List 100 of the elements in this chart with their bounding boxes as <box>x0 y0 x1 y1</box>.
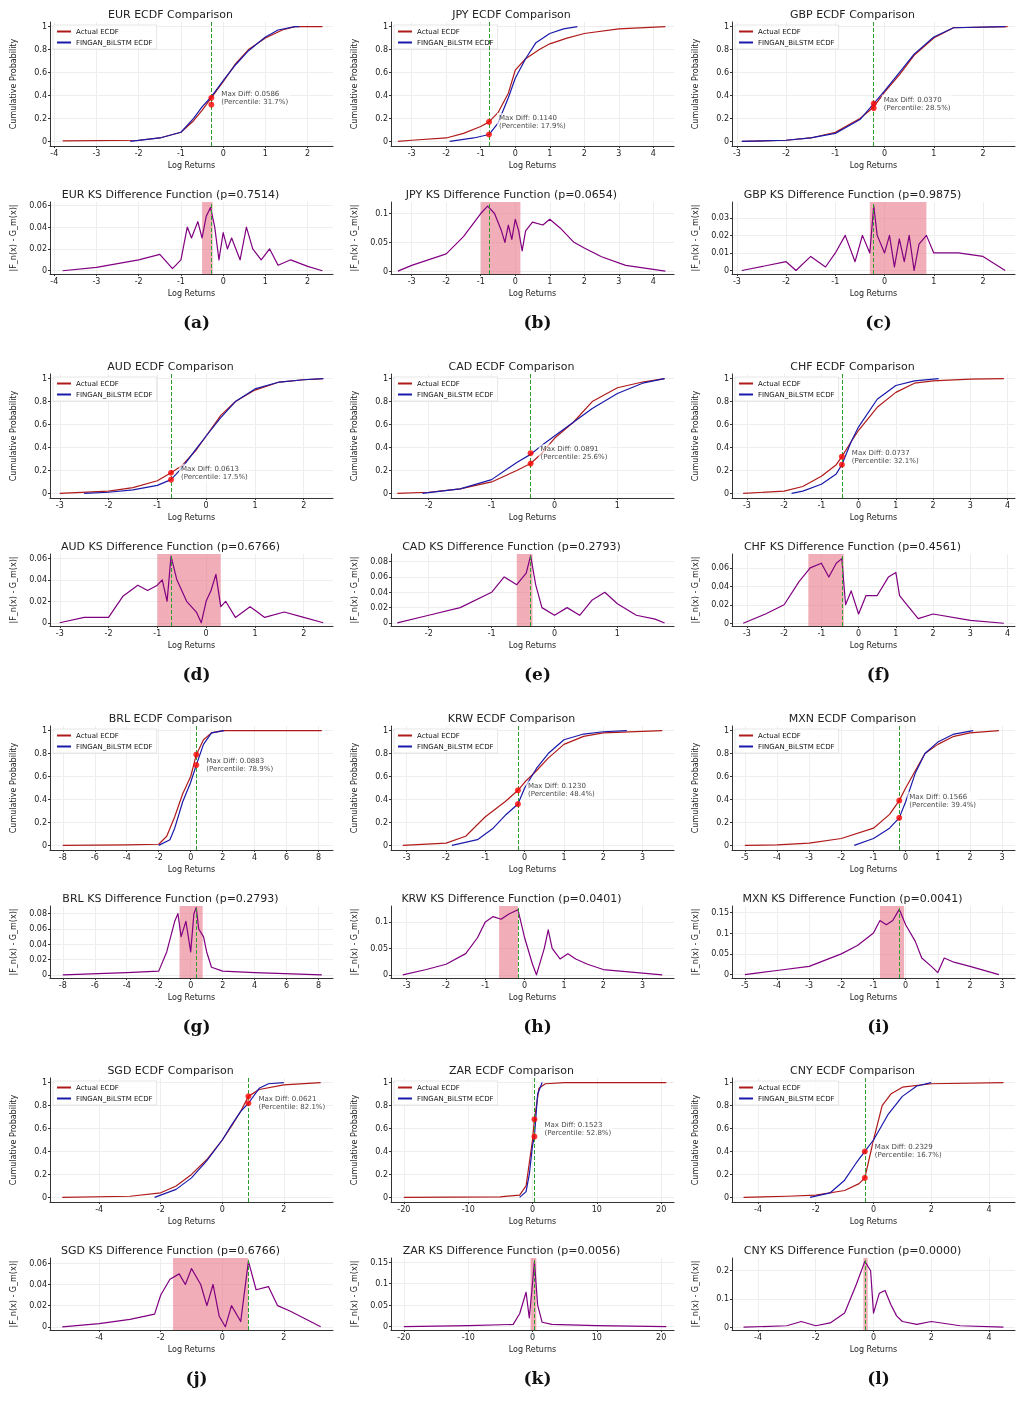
x-tick-label: -2 <box>156 1204 165 1214</box>
x-tick-label: -3 <box>407 148 416 158</box>
y-tick-label: 0 <box>723 840 729 850</box>
x-tick-label: 0 <box>522 980 528 990</box>
y-tick-label: 0.8 <box>34 397 47 407</box>
x-tick-label: -2 <box>837 980 846 990</box>
x-tick-label: 0 <box>220 276 226 286</box>
y-tick-label: 0.2 <box>34 113 47 123</box>
y-tick-label: 0 <box>723 970 729 980</box>
y-tick-label: 0.06 <box>370 572 388 582</box>
text: (d) <box>182 663 211 684</box>
x-tick-label: 2 <box>281 1204 287 1214</box>
x-tick-label: 2 <box>581 276 587 286</box>
x-tick-label: -3 <box>55 628 64 638</box>
x-axis-title: Log Returns <box>508 640 557 650</box>
x-tick-label: -10 <box>461 1332 475 1342</box>
y-axis-title: Cumulative Probability <box>690 742 700 834</box>
y-tick-label: 1 <box>723 726 729 736</box>
y-axis-title: |F_n(x) - G_m(x)| <box>8 908 18 976</box>
x-tick-label: -2 <box>442 148 451 158</box>
y-tick-label: 0.8 <box>716 749 729 759</box>
y-tick-label: 0 <box>41 1192 47 1202</box>
x-tick-label: 2 <box>930 628 936 638</box>
y-tick-label: 1 <box>382 726 388 736</box>
x-tick-label: -5 <box>740 980 749 990</box>
y-tick-label: 0.8 <box>375 397 388 407</box>
x-tick-label: 1 <box>931 148 937 158</box>
x-tick-label: -6 <box>90 852 99 862</box>
y-tick-label: 0.6 <box>34 420 47 430</box>
y-tick-label: 0.05 <box>370 1300 388 1310</box>
x-tick-label: -2 <box>104 500 113 510</box>
y-tick-label: 1 <box>723 22 729 32</box>
x-tick-label: -1 <box>487 500 496 510</box>
x-axis-title: Log Returns <box>849 288 898 298</box>
x-axis-title: Log Returns <box>849 1217 898 1227</box>
chart-title: CHF ECDF Comparison <box>790 360 915 373</box>
y-tick-label: 0.8 <box>375 1101 388 1111</box>
x-tick-label: -6 <box>90 980 99 990</box>
x-tick-label: 8 <box>316 980 322 990</box>
y-tick-label: 0 <box>723 265 729 275</box>
x-tick-label: 4 <box>986 1204 992 1214</box>
text: (b) <box>523 311 552 332</box>
x-tick-label: 4 <box>252 980 258 990</box>
x-tick-label: 2 <box>581 148 587 158</box>
x-tick-label: -1 <box>176 276 185 286</box>
x-axis-title: Log Returns <box>167 513 216 523</box>
x-tick-label: -2 <box>154 980 163 990</box>
y-tick-label: 1 <box>41 374 47 384</box>
y-tick-label: 0.6 <box>34 772 47 782</box>
y-tick-label: 0.6 <box>375 68 388 78</box>
x-tick-label: -8 <box>58 980 67 990</box>
y-axis-title: Cumulative Probability <box>8 1094 18 1186</box>
y-tick-label: 0.1 <box>716 928 729 938</box>
x-tick-label: -2 <box>780 500 789 510</box>
y-axis-title: |F_n(x) - G_m(x)| <box>8 1260 18 1328</box>
y-tick-label: 0.2 <box>716 817 729 827</box>
x-tick-label: -4 <box>773 852 782 862</box>
chart-title: GBP ECDF Comparison <box>790 8 916 21</box>
x-tick-label: 1 <box>893 500 899 510</box>
x-tick-label: -5 <box>740 852 749 862</box>
chart-title: MXN ECDF Comparison <box>788 712 917 725</box>
y-tick-label: 0.8 <box>716 45 729 55</box>
x-axis-title: Log Returns <box>167 992 216 1002</box>
y-tick-label: 0.04 <box>711 581 729 591</box>
y-tick-label: 0.1 <box>375 917 388 927</box>
y-tick-label: 0.02 <box>370 603 388 613</box>
y-tick-label: 1 <box>41 22 47 32</box>
x-tick-label: 1 <box>561 852 567 862</box>
line-series <box>741 204 1006 272</box>
x-tick-label: 2 <box>928 1204 934 1214</box>
line-series <box>129 25 300 143</box>
y-tick-label: 0.2 <box>716 1169 729 1179</box>
y-tick-label: 0.15 <box>370 1257 388 1267</box>
y-tick-label: 0.2 <box>716 113 729 123</box>
y-tick-label: 1 <box>382 22 388 32</box>
x-tick-label: -3 <box>742 628 751 638</box>
y-axis-title: Cumulative Probability <box>349 1094 359 1186</box>
x-axis-title: Log Returns <box>508 288 557 298</box>
x-axis-title: Log Returns <box>849 640 898 650</box>
y-tick-label: 0.6 <box>375 1124 388 1134</box>
x-tick-label: -1 <box>481 852 490 862</box>
line-series <box>519 1081 543 1199</box>
x-tick-label: -4 <box>122 980 131 990</box>
x-tick-label: 0 <box>203 500 209 510</box>
y-tick-label: 0.05 <box>370 237 388 247</box>
y-tick-label: 0.8 <box>34 45 47 55</box>
x-tick-label: 0 <box>551 628 558 638</box>
line-series <box>62 906 323 976</box>
line-series <box>397 25 666 143</box>
x-tick-label: 0 <box>522 852 528 862</box>
x-tick-label: 0 <box>219 1204 225 1214</box>
chart-title: KRW KS Difference Function (p=0.0401) <box>401 892 622 905</box>
x-tick-label: 1 <box>614 628 620 638</box>
x-axis-title: Log Returns <box>508 865 557 875</box>
text: (c) <box>865 311 892 332</box>
x-tick-label: -4 <box>754 1332 762 1342</box>
y-axis-title: Cumulative Probability <box>8 742 18 834</box>
x-tick-label: 0 <box>529 1332 536 1342</box>
chart-title: ZAR ECDF Comparison <box>449 1064 575 1077</box>
chart-title: JPY KS Difference Function (p=0.0654) <box>404 188 618 201</box>
